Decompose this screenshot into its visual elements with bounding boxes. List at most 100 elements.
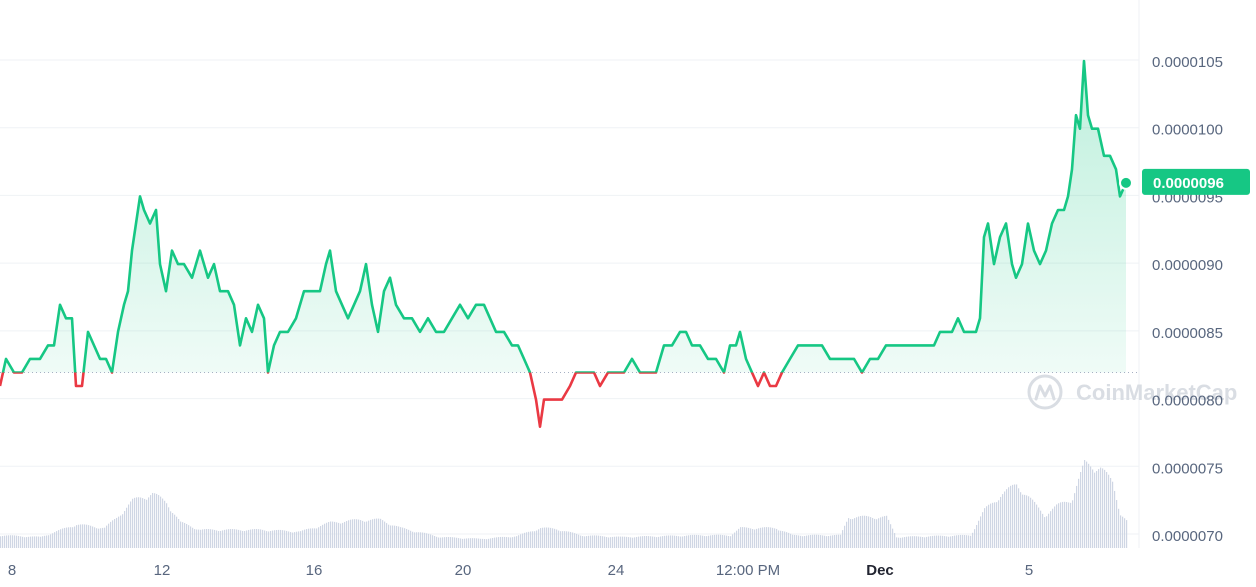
volume-bar	[576, 533, 578, 548]
volume-bar	[1032, 499, 1034, 548]
volume-bar	[1094, 472, 1096, 548]
volume-bar	[88, 525, 90, 548]
volume-bar	[772, 527, 774, 548]
volume-bar	[1074, 493, 1076, 548]
volume-bar	[28, 536, 30, 548]
volume-bar	[396, 525, 398, 548]
volume-bar	[534, 531, 536, 548]
volume-bar	[1126, 520, 1128, 548]
volume-bar	[246, 530, 248, 548]
volume-bar	[692, 534, 694, 548]
volume-bar	[1002, 494, 1004, 548]
volume-bar	[546, 527, 548, 548]
volume-bar	[1022, 494, 1024, 548]
volume-bar	[812, 534, 814, 548]
volume-bar	[724, 535, 726, 548]
volume-bar	[138, 497, 140, 548]
volume-bar	[32, 536, 34, 548]
volume-bar	[200, 529, 202, 548]
volume-bar	[594, 535, 596, 548]
volume-bar	[1066, 502, 1068, 548]
volume-bar	[854, 518, 856, 548]
volume-bar	[180, 521, 182, 548]
volume-bar	[458, 538, 460, 548]
volume-bar	[882, 516, 884, 548]
volume-bar	[548, 527, 550, 548]
volume-bar	[616, 536, 618, 548]
volume-bar	[104, 527, 106, 548]
volume-bar	[128, 504, 130, 548]
volume-bar	[240, 530, 242, 548]
volume-bar	[868, 516, 870, 548]
volume-bar	[386, 523, 388, 548]
volume-bar	[260, 529, 262, 548]
volume-bar	[1050, 511, 1052, 548]
volume-bar	[552, 528, 554, 548]
volume-bar	[412, 531, 414, 548]
volume-bar	[886, 515, 888, 548]
volume-bar	[410, 530, 412, 548]
volume-bar	[94, 527, 96, 548]
volume-bar	[134, 497, 136, 548]
volume-bar	[538, 529, 540, 548]
volume-bar	[550, 527, 552, 548]
volume-bar	[750, 528, 752, 548]
volume-bar	[62, 528, 64, 548]
volume-bar	[1062, 501, 1064, 548]
volume-bar	[158, 495, 160, 548]
volume-bar	[798, 535, 800, 548]
volume-bar	[70, 527, 72, 548]
volume-bar	[940, 535, 942, 548]
y-tick-label: 0.0000105	[1152, 54, 1223, 71]
volume-bar	[556, 529, 558, 548]
volume-bar	[696, 534, 698, 548]
x-tick-label: 8	[8, 562, 16, 579]
volume-bar	[512, 537, 514, 548]
volume-bar	[980, 516, 982, 548]
volume-bar	[558, 530, 560, 548]
volume-bar	[254, 529, 256, 548]
volume-bar	[816, 534, 818, 548]
volume-bar	[532, 531, 534, 548]
volume-bar	[348, 520, 350, 548]
volume-bar	[74, 526, 76, 548]
volume-bar	[838, 534, 840, 548]
volume-bar	[820, 535, 822, 548]
volume-bar	[768, 527, 770, 548]
volume-bar	[780, 530, 782, 548]
volume-bar	[446, 537, 448, 548]
volume-bar	[256, 529, 258, 548]
volume-bar	[638, 536, 640, 548]
volume-bar	[166, 503, 168, 548]
volume-bar	[748, 527, 750, 548]
volume-bar	[16, 535, 18, 548]
x-tick-label: 5	[1025, 562, 1033, 579]
x-tick-label: 12:00 PM	[716, 562, 780, 579]
volume-bar	[364, 521, 366, 548]
volume-bar	[586, 536, 588, 548]
volume-bar	[650, 536, 652, 548]
volume-bar	[204, 529, 206, 548]
volume-bar	[54, 532, 56, 548]
volume-bar	[504, 536, 506, 548]
price-line-down-segment	[0, 372, 864, 428]
volume-bar	[610, 537, 612, 548]
volume-bar	[500, 536, 502, 548]
volume-bar	[440, 537, 442, 548]
volume-bar	[140, 497, 142, 548]
volume-bar	[628, 537, 630, 548]
volume-bar	[24, 537, 26, 548]
volume-bar	[264, 530, 266, 548]
volume-bar	[368, 520, 370, 548]
volume-bar	[90, 525, 92, 548]
volume-bar	[796, 535, 798, 548]
volume-bar	[298, 531, 300, 548]
volume-bar	[710, 535, 712, 548]
volume-bar	[106, 525, 108, 548]
volume-bar	[466, 538, 468, 548]
volume-bar	[324, 523, 326, 548]
volume-bar	[636, 536, 638, 548]
volume-bar	[960, 534, 962, 548]
volume-bar	[48, 535, 50, 548]
volume-bar	[1106, 472, 1108, 548]
